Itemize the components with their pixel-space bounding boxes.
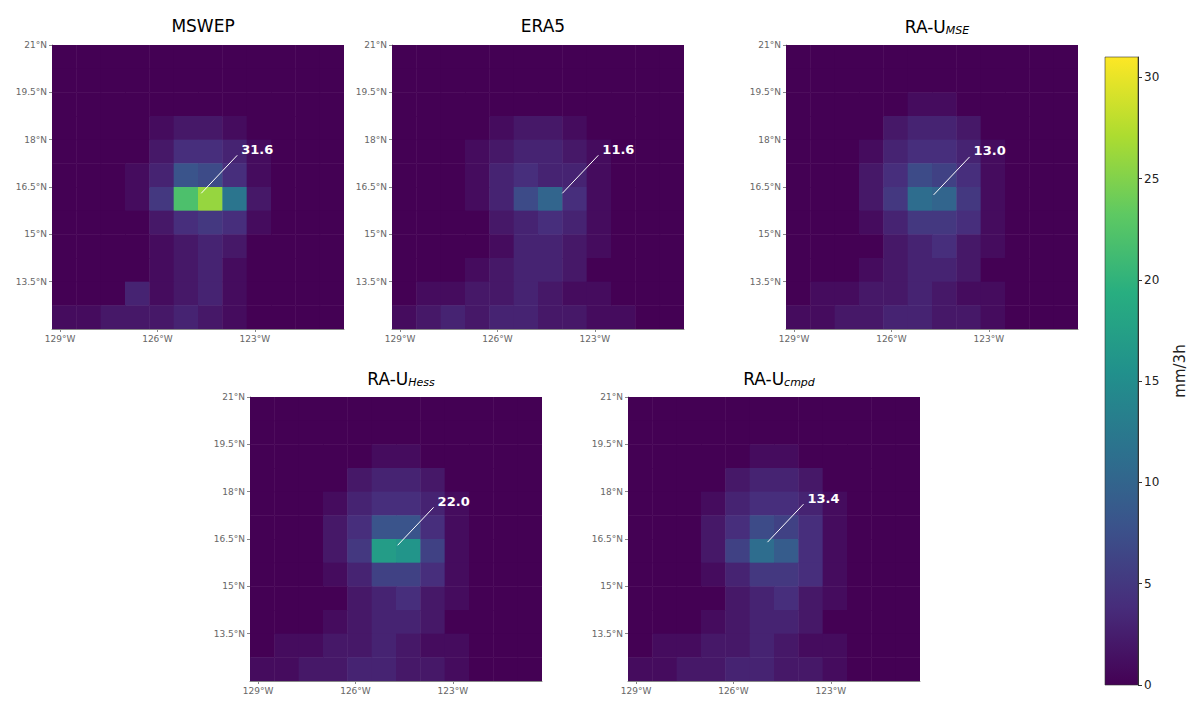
svg-text:13.4: 13.4 (808, 491, 840, 506)
svg-text:19.5°N: 19.5°N (750, 87, 781, 97)
svg-text:123°W: 123°W (973, 334, 1004, 344)
svg-text:ERA5: ERA5 (521, 16, 565, 36)
svg-text:126°W: 126°W (876, 334, 907, 344)
svg-text:21°N: 21°N (758, 40, 781, 50)
svg-text:31.6: 31.6 (241, 142, 273, 157)
svg-text:13.5°N: 13.5°N (592, 629, 623, 639)
svg-text:MSE: MSE (946, 24, 969, 37)
svg-text:25: 25 (1144, 172, 1159, 186)
svg-text:129°W: 129°W (243, 686, 274, 696)
svg-text:cmpd: cmpd (784, 376, 816, 389)
svg-text:15°N: 15°N (364, 229, 387, 239)
svg-text:15: 15 (1144, 374, 1159, 388)
svg-text:126°W: 126°W (718, 686, 749, 696)
svg-text:13.5°N: 13.5°N (356, 277, 387, 287)
svg-text:11.6: 11.6 (602, 142, 634, 157)
svg-text:10: 10 (1144, 475, 1159, 489)
svg-text:123°W: 123°W (579, 334, 610, 344)
svg-text:15°N: 15°N (222, 581, 245, 591)
svg-text:123°W: 123°W (437, 686, 468, 696)
svg-text:Hess: Hess (408, 376, 435, 389)
svg-text:13.0: 13.0 (974, 143, 1006, 158)
svg-text:16.5°N: 16.5°N (16, 182, 47, 192)
svg-text:16.5°N: 16.5°N (592, 534, 623, 544)
svg-text:126°W: 126°W (142, 334, 173, 344)
svg-text:15°N: 15°N (24, 229, 47, 239)
svg-text:129°W: 129°W (45, 334, 76, 344)
svg-text:16.5°N: 16.5°N (356, 182, 387, 192)
svg-text:21°N: 21°N (364, 40, 387, 50)
svg-text:18°N: 18°N (600, 487, 623, 497)
svg-text:18°N: 18°N (24, 135, 47, 145)
svg-text:18°N: 18°N (222, 487, 245, 497)
svg-text:RA-U: RA-U (905, 17, 946, 37)
svg-text:19.5°N: 19.5°N (592, 439, 623, 449)
svg-text:19.5°N: 19.5°N (356, 87, 387, 97)
svg-text:0: 0 (1144, 678, 1152, 692)
svg-text:126°W: 126°W (340, 686, 371, 696)
svg-text:30: 30 (1144, 70, 1159, 84)
svg-text:mm/3h: mm/3h (1171, 344, 1189, 397)
svg-text:123°W: 123°W (239, 334, 270, 344)
svg-text:129°W: 129°W (779, 334, 810, 344)
svg-text:19.5°N: 19.5°N (16, 87, 47, 97)
svg-text:RA-U: RA-U (367, 369, 408, 389)
svg-text:129°W: 129°W (385, 334, 416, 344)
svg-text:13.5°N: 13.5°N (214, 629, 245, 639)
svg-text:16.5°N: 16.5°N (214, 534, 245, 544)
svg-text:5: 5 (1144, 577, 1152, 591)
svg-text:20: 20 (1144, 273, 1159, 287)
svg-text:16.5°N: 16.5°N (750, 182, 781, 192)
svg-text:13.5°N: 13.5°N (750, 277, 781, 287)
svg-text:18°N: 18°N (364, 135, 387, 145)
svg-text:MSWEP: MSWEP (171, 16, 234, 36)
svg-text:126°W: 126°W (482, 334, 513, 344)
svg-text:21°N: 21°N (222, 392, 245, 402)
svg-text:19.5°N: 19.5°N (214, 439, 245, 449)
svg-text:15°N: 15°N (758, 229, 781, 239)
svg-text:123°W: 123°W (815, 686, 846, 696)
svg-text:18°N: 18°N (758, 135, 781, 145)
svg-text:22.0: 22.0 (438, 494, 470, 509)
svg-text:21°N: 21°N (24, 40, 47, 50)
svg-text:129°W: 129°W (621, 686, 652, 696)
svg-text:15°N: 15°N (600, 581, 623, 591)
svg-text:13.5°N: 13.5°N (16, 277, 47, 287)
svg-text:21°N: 21°N (600, 392, 623, 402)
svg-text:RA-U: RA-U (743, 369, 784, 389)
